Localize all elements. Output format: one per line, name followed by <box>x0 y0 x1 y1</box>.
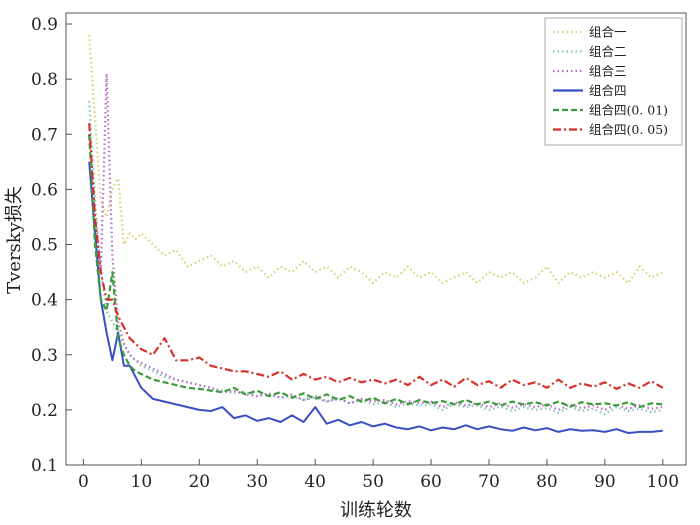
legend-label: 组合二 <box>589 44 627 59</box>
series-line-1 <box>88 34 664 285</box>
x-tick-label: 0 <box>78 472 89 492</box>
y-tick-label: 0.6 <box>31 180 58 200</box>
series-line-3 <box>88 72 663 411</box>
axis-ticks: 0 10 20 30 40 50 60 70 80 90 100 0.1 0.2 0.3 0.4 0.5 0.6… <box>31 15 679 492</box>
y-tick-label: 0.1 <box>31 456 58 476</box>
legend-label: 组合四(0. 01) <box>589 103 668 118</box>
x-tick-label: 90 <box>594 472 616 492</box>
legend-label: 组合三 <box>589 64 627 79</box>
x-tick-label: 30 <box>246 472 268 492</box>
legend-label: 组合四 <box>589 83 627 98</box>
series-line-5 <box>88 134 663 409</box>
x-tick-label: 60 <box>420 472 442 492</box>
y-tick-label: 0.7 <box>31 125 58 145</box>
series-line-4 <box>88 161 663 434</box>
legend-label: 组合一 <box>589 25 627 40</box>
data-series <box>88 34 664 434</box>
y-axis-title: Tversky损失 <box>4 186 25 294</box>
y-tick-label: 0.8 <box>31 70 58 90</box>
legend-label: 组合四(0. 05) <box>589 122 668 137</box>
x-tick-label: 70 <box>478 472 500 492</box>
series-line-6 <box>88 123 664 390</box>
x-tick-label: 20 <box>188 472 210 492</box>
x-tick-label: 100 <box>647 472 679 492</box>
series-line-2 <box>88 101 664 416</box>
legend-box <box>544 17 683 146</box>
x-tick-label: 10 <box>131 472 153 492</box>
x-tick-label: 40 <box>304 472 326 492</box>
x-tick-label: 80 <box>536 472 558 492</box>
x-axis-title: 训练轮数 <box>340 500 412 521</box>
y-tick-label: 0.3 <box>31 346 58 366</box>
y-tick-label: 0.2 <box>31 401 58 421</box>
y-tick-label: 0.4 <box>31 291 58 311</box>
y-tick-label: 0.5 <box>31 236 58 256</box>
y-tick-label: 0.9 <box>31 15 58 35</box>
x-tick-label: 50 <box>362 472 384 492</box>
